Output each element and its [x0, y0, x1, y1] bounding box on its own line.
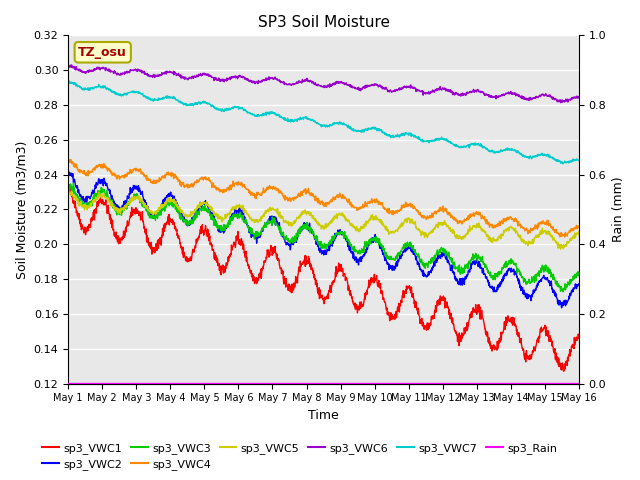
Y-axis label: Rain (mm): Rain (mm)	[612, 177, 625, 242]
Legend: sp3_VWC1, sp3_VWC2, sp3_VWC3, sp3_VWC4, sp3_VWC5, sp3_VWC6, sp3_VWC7, sp3_Rain: sp3_VWC1, sp3_VWC2, sp3_VWC3, sp3_VWC4, …	[38, 438, 562, 474]
Text: TZ_osu: TZ_osu	[78, 46, 127, 59]
Y-axis label: Soil Moisture (m3/m3): Soil Moisture (m3/m3)	[15, 140, 28, 278]
X-axis label: Time: Time	[308, 409, 339, 422]
Title: SP3 Soil Moisture: SP3 Soil Moisture	[257, 15, 390, 30]
